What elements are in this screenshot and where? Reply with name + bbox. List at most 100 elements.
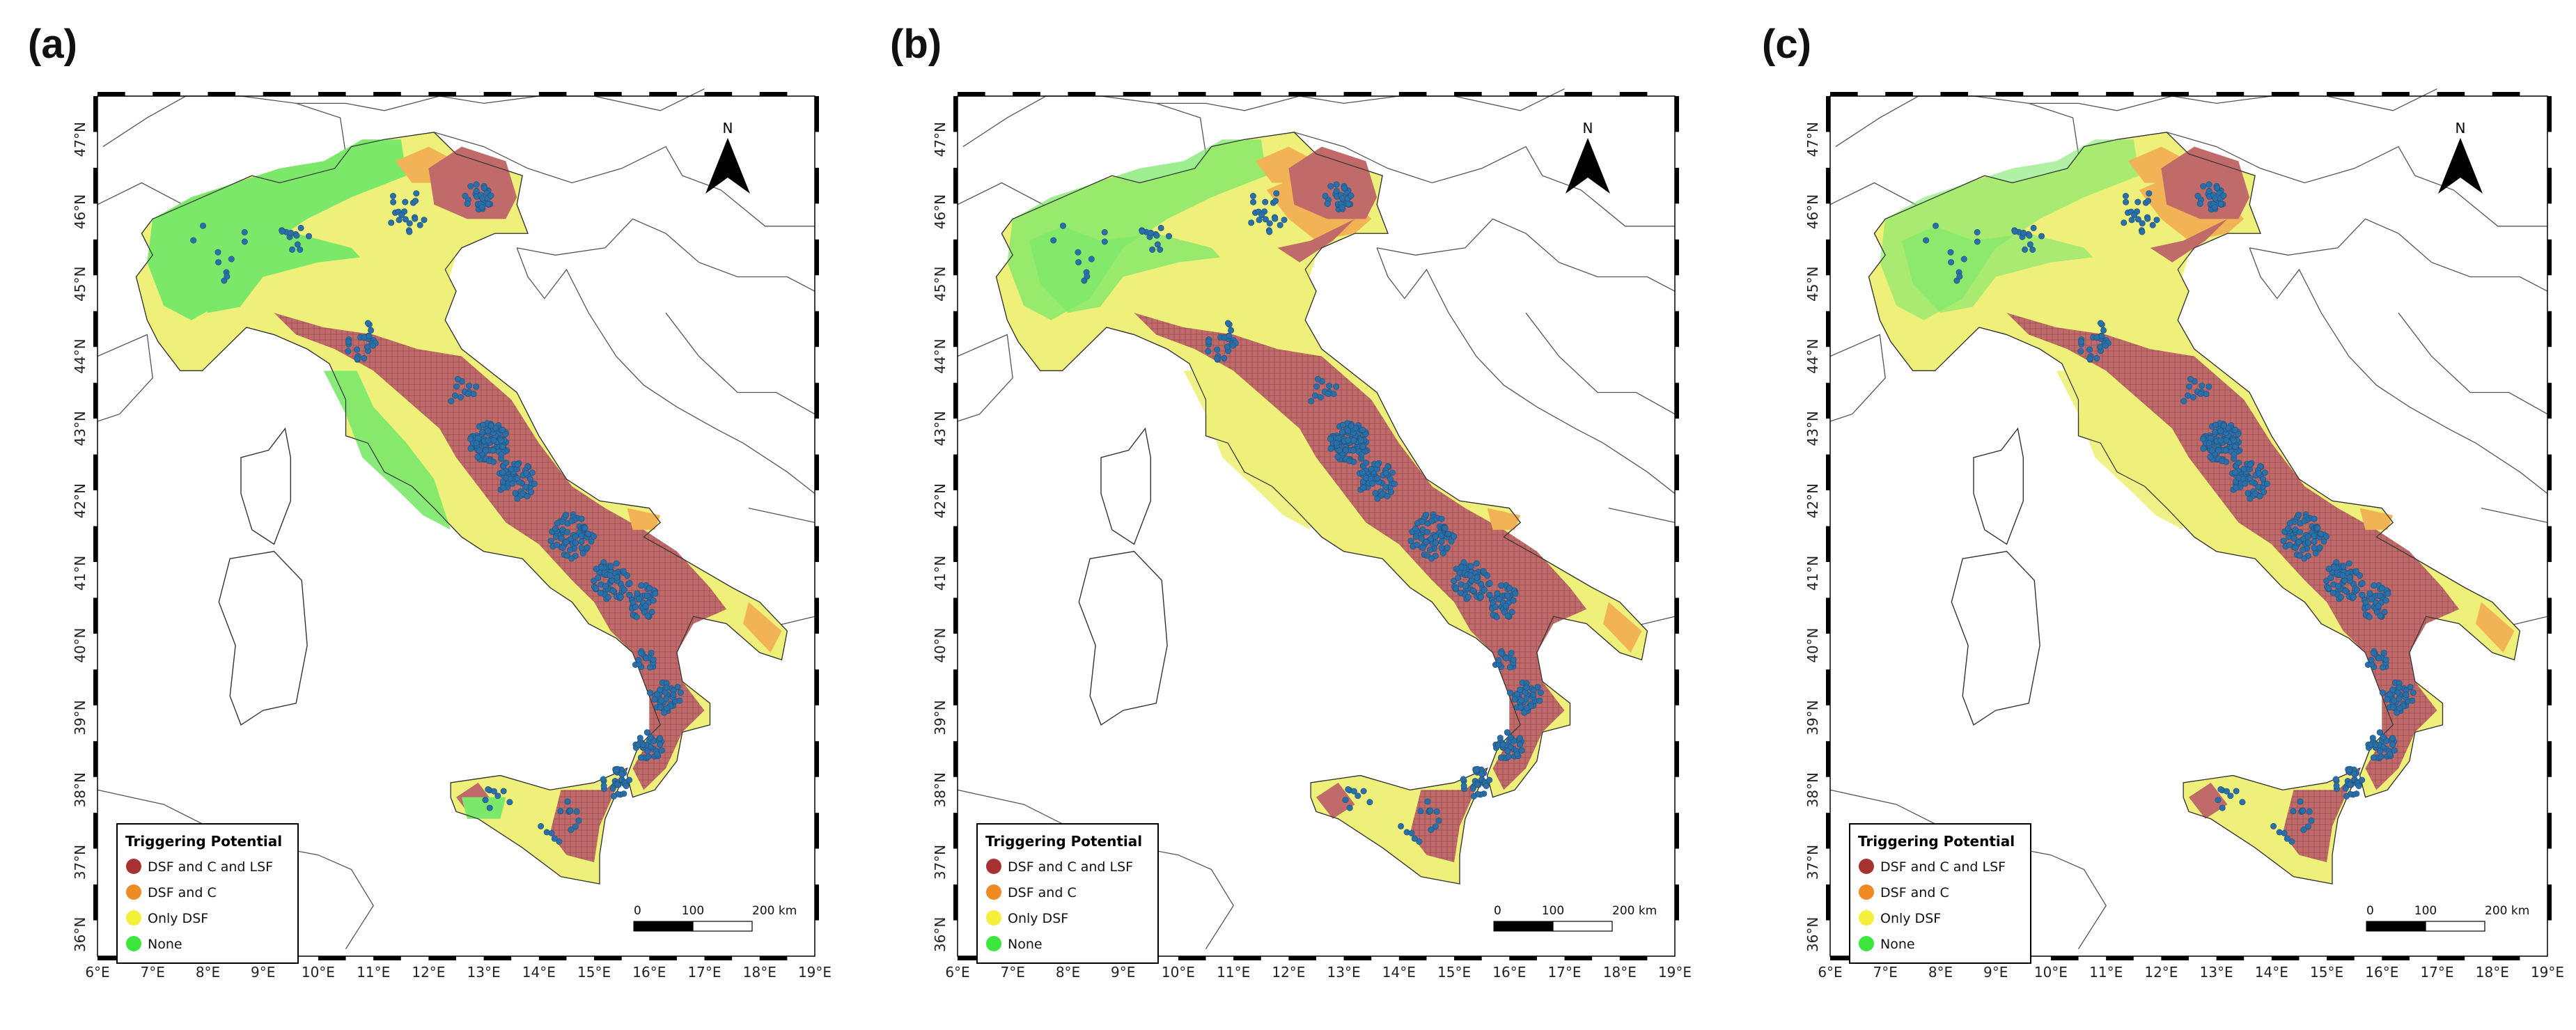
landslide-point (486, 458, 493, 465)
landslide-point (1333, 383, 1340, 390)
north-label: N (1583, 120, 1593, 136)
landslide-point (1050, 237, 1057, 244)
landslide-point (215, 259, 222, 266)
landslide-point (2011, 228, 2018, 235)
landslide-point (1505, 753, 1512, 760)
country-border-line (517, 218, 815, 292)
landslide-point (2206, 383, 2212, 390)
frame-tick (1288, 92, 1316, 96)
legend-title: Triggering Potential (125, 833, 282, 850)
landslide-point (572, 540, 579, 547)
landslide-point (1165, 233, 1172, 240)
frame-tick (953, 813, 958, 849)
landslide-point (490, 788, 497, 795)
landslide-point (1494, 590, 1501, 597)
landslide-point (552, 525, 559, 532)
north-arrow-left (705, 138, 728, 194)
frame-tick (2327, 956, 2355, 960)
legend-item-label: DSF and C and LSF (1008, 859, 1133, 875)
landslide-point (626, 777, 633, 783)
landslide-point (2215, 447, 2222, 454)
landslide-point (2391, 747, 2398, 754)
frame-tick (2327, 92, 2355, 96)
landslide-point (499, 469, 506, 476)
landslide-point (1358, 451, 1365, 458)
landslide-point (214, 249, 221, 256)
frame-tick (2547, 167, 2552, 204)
landslide-point (1338, 204, 1345, 211)
frame-tick (2382, 92, 2410, 96)
landslide-point (2352, 568, 2359, 575)
landslide-point (2270, 822, 2277, 829)
frame-tick (208, 92, 236, 96)
landslide-point (2306, 808, 2313, 815)
landslide-point (1327, 183, 1334, 190)
landslide-point (656, 741, 663, 748)
landslide-points (1923, 181, 2417, 845)
landslide-point (2247, 495, 2254, 502)
landslide-point (2280, 538, 2287, 545)
legend-swatch (1859, 910, 1874, 926)
scale-segment-black (2366, 921, 2426, 932)
lon-label: 8°E (196, 964, 220, 981)
frame-tick (953, 382, 958, 419)
landslide-point (1312, 392, 1319, 399)
zone-only-dsf-po (1968, 240, 2189, 320)
landslide-point (485, 437, 492, 444)
landslide-point (645, 753, 652, 760)
zone-none-tuscany (323, 370, 451, 530)
landslide-point (639, 741, 646, 748)
country-border-line (296, 88, 705, 111)
north-label: N (2456, 120, 2466, 136)
map-panel-c: 47°N 46°N 45°N 44°N 43°N 42°N 41°N 40°N 39°N 38°N… (1804, 88, 2564, 981)
legend-item-label: None (1880, 937, 1915, 952)
landslide-point (670, 691, 677, 698)
frame-tick (1826, 884, 1830, 921)
landslide-point (1407, 538, 1414, 545)
frame-tick (2106, 956, 2134, 960)
country-border-line (1525, 312, 1676, 415)
frame-tick (93, 311, 97, 348)
lat-label: 40°N (1804, 627, 1821, 662)
landslide-point (2300, 547, 2306, 554)
landslide-point (2187, 375, 2194, 382)
landslide-point (1956, 273, 1963, 280)
landslide-point (2256, 492, 2263, 499)
frame-tick (2492, 92, 2520, 96)
landslide-point (1341, 185, 1348, 192)
landslide-point (2339, 572, 2346, 579)
landslide-point (2292, 545, 2299, 552)
landslide-point (572, 823, 579, 830)
frame-tick (1068, 92, 1096, 96)
landslide-point (620, 586, 627, 593)
landslide-point (2376, 592, 2383, 599)
landslide-point (2394, 709, 2401, 716)
landslide-point (1974, 229, 1981, 236)
landslide-point (1469, 587, 1476, 594)
landslide-point (602, 583, 609, 590)
landslide-point (1333, 187, 1340, 194)
landslide-point (1423, 538, 1430, 545)
landslide-point (676, 697, 683, 704)
landslide-point (1465, 593, 1472, 600)
frame-tick (1995, 92, 2024, 96)
frame-tick (1675, 239, 1679, 276)
landslide-point (512, 490, 519, 497)
landslide-point (2345, 767, 2352, 774)
frame-tick (2106, 92, 2134, 96)
landslide-point (2217, 428, 2224, 435)
landslide-point (1338, 429, 1345, 436)
landslide-point (1423, 511, 1430, 518)
north-arrow-right (2460, 138, 2483, 194)
frame-tick (93, 96, 97, 132)
lon-label: 17°E (687, 964, 721, 981)
landslide-point (1517, 704, 1524, 711)
lon-label: 18°E (2476, 964, 2509, 981)
scale-segment-white (2425, 921, 2485, 932)
frame-tick (1826, 454, 1830, 491)
landslide-point (564, 798, 571, 805)
lon-label: 9°E (1111, 964, 1135, 981)
landslide-point (2020, 229, 2027, 236)
landslide-point (1516, 741, 1523, 748)
landslide-point (1256, 217, 1263, 224)
